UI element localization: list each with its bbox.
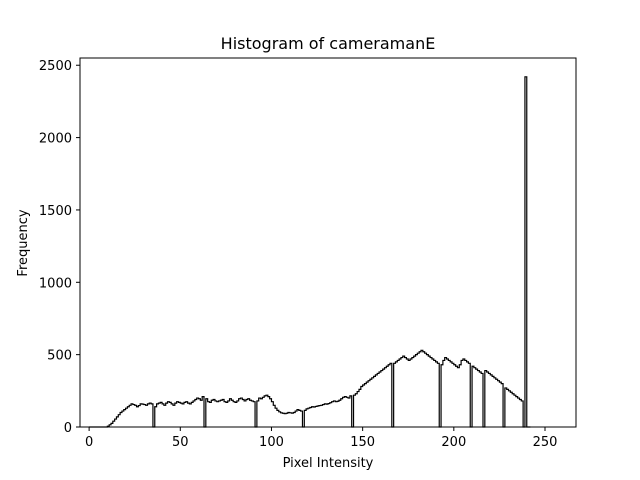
chart-title: Histogram of cameramanE <box>221 34 436 53</box>
y-axis-label: Frequency <box>16 209 31 276</box>
y-tick-label: 2000 <box>39 132 72 147</box>
y-axis-ticks: 0 500 1000 1500 2000 2500 <box>39 59 80 436</box>
x-tick-label: 250 <box>533 435 558 450</box>
x-axis-ticks: 0 50 100 150 200 250 <box>85 427 557 450</box>
histogram-series-line <box>89 76 531 428</box>
x-tick-label: 150 <box>350 435 375 450</box>
plot-area <box>89 76 531 428</box>
axes-frame <box>79 57 577 428</box>
x-tick-label: 200 <box>441 435 466 450</box>
y-tick-label: 2500 <box>39 59 72 74</box>
x-tick-label: 50 <box>172 435 189 450</box>
x-axis-label: Pixel Intensity <box>283 456 374 471</box>
x-tick-label: 100 <box>259 435 284 450</box>
y-tick-label: 1500 <box>39 204 72 219</box>
y-tick-label: 500 <box>47 349 72 364</box>
x-tick-label: 0 <box>85 435 93 450</box>
y-tick-label: 1000 <box>39 276 72 291</box>
y-tick-label: 0 <box>64 421 72 436</box>
